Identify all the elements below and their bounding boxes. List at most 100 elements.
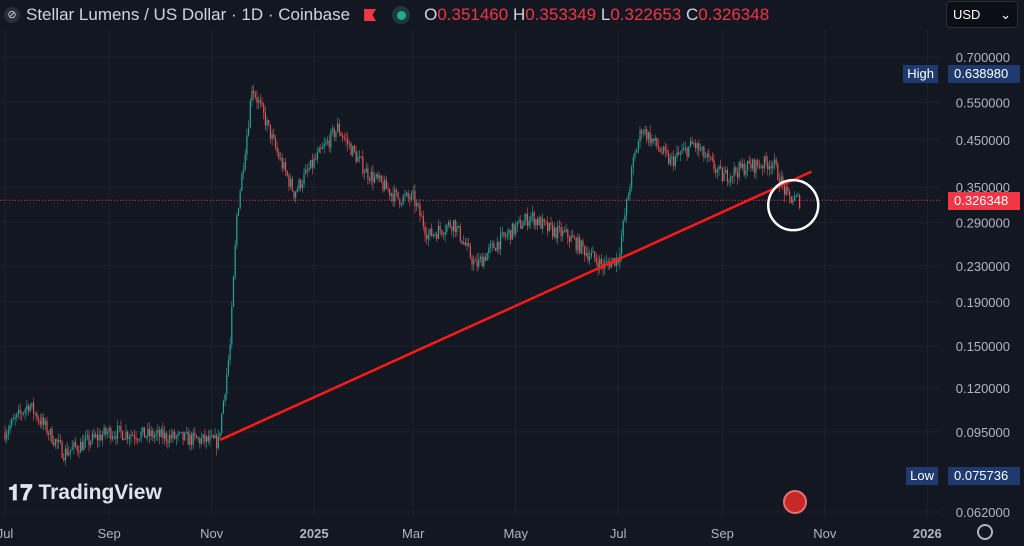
candle-body [562, 230, 564, 237]
candle-body [155, 433, 157, 436]
candle-body [521, 225, 524, 229]
candle-body [778, 179, 781, 186]
candle-body [332, 128, 334, 131]
candle-body [545, 221, 547, 223]
candle-body [241, 172, 243, 191]
candle-body [167, 441, 169, 443]
candle-body [169, 434, 171, 443]
candle-body [753, 159, 755, 173]
candle-body [78, 450, 80, 453]
candle-body [385, 179, 387, 189]
low-tag-label: Low [906, 467, 938, 485]
candle-body [234, 245, 236, 277]
candle-body [740, 162, 742, 168]
candle-body [41, 417, 43, 425]
candle-body [758, 165, 760, 168]
candle-body [523, 220, 525, 226]
candle-body [565, 229, 567, 232]
candle-body [570, 235, 572, 242]
candle-body [486, 253, 488, 261]
candle-body [363, 172, 366, 174]
candle-body [510, 230, 512, 240]
candle-body [715, 169, 717, 173]
candle-body [780, 176, 782, 186]
candle-body [473, 260, 475, 265]
settings-icon[interactable] [977, 524, 993, 540]
candle-body [666, 150, 668, 154]
candle-body [221, 413, 223, 433]
candle-body [370, 171, 372, 181]
candle-body [88, 435, 90, 445]
candle-body [291, 179, 293, 191]
candle-body [652, 138, 655, 141]
candle-body [26, 405, 28, 410]
market-status-icon[interactable] [392, 6, 411, 24]
candle-body [777, 164, 779, 180]
candle-body [93, 433, 95, 438]
candle-body [103, 427, 105, 436]
candle-body [637, 141, 639, 151]
candle-body [160, 429, 162, 437]
candle-body [17, 409, 20, 414]
y-tick-label: 0.450000 [956, 133, 1010, 148]
candle-body [31, 402, 33, 407]
flag-icon[interactable] [364, 9, 377, 21]
currency-value: USD [953, 7, 981, 22]
candle-body [573, 237, 576, 239]
candle-body [636, 150, 638, 153]
candle-body [763, 156, 765, 169]
candle-body [552, 224, 554, 237]
candle-body [536, 219, 539, 226]
candle-body [64, 448, 67, 461]
candle-body [68, 452, 70, 456]
candle-body [387, 188, 389, 190]
candle-body [268, 120, 270, 125]
candle-body [44, 420, 46, 425]
candle-body [217, 436, 219, 449]
candle-body [431, 228, 433, 237]
candle-body [174, 431, 176, 439]
candle-body [563, 230, 566, 232]
candle-body [279, 157, 282, 159]
candle-body [204, 434, 206, 443]
x-tick-label: Nov [200, 526, 224, 541]
candle-body [696, 143, 698, 149]
candle-body [494, 248, 497, 252]
candle-body [496, 241, 498, 252]
candle-body [735, 167, 737, 173]
us-flag-icon[interactable] [783, 490, 807, 514]
currency-select[interactable]: USD ⌄ [946, 1, 1018, 28]
candle-body [184, 432, 186, 440]
candle-body [790, 196, 792, 204]
candle-body [229, 344, 231, 360]
candle-body [290, 179, 292, 187]
candle-body [794, 196, 796, 201]
candle-body [202, 434, 204, 439]
candle-body [407, 192, 409, 198]
candle-body [301, 184, 303, 189]
candle-body [276, 147, 278, 153]
candle-body [592, 251, 594, 253]
candle-body [164, 432, 166, 439]
candle-body [380, 175, 382, 182]
candle-body [101, 435, 104, 441]
candle-body [246, 135, 248, 155]
candle-body [757, 160, 759, 166]
tradingview-logo[interactable]: 𝟏𝟕 TradingView [8, 480, 162, 506]
candle-body [46, 420, 48, 434]
candle-body [256, 97, 258, 103]
candle-body [179, 432, 181, 434]
candle-body [597, 262, 599, 270]
candle-body [710, 157, 712, 159]
candle-body [461, 240, 463, 244]
candle-body [422, 216, 424, 227]
candle-body [649, 132, 651, 144]
candle-body [538, 217, 540, 226]
candle-body [622, 220, 624, 236]
candle-body [642, 133, 644, 135]
candle-body [96, 434, 98, 441]
candle-body [479, 256, 482, 259]
candle-body [768, 166, 770, 170]
symbol-title[interactable]: Stellar Lumens / US Dollar · 1D · Coinba… [26, 5, 351, 24]
